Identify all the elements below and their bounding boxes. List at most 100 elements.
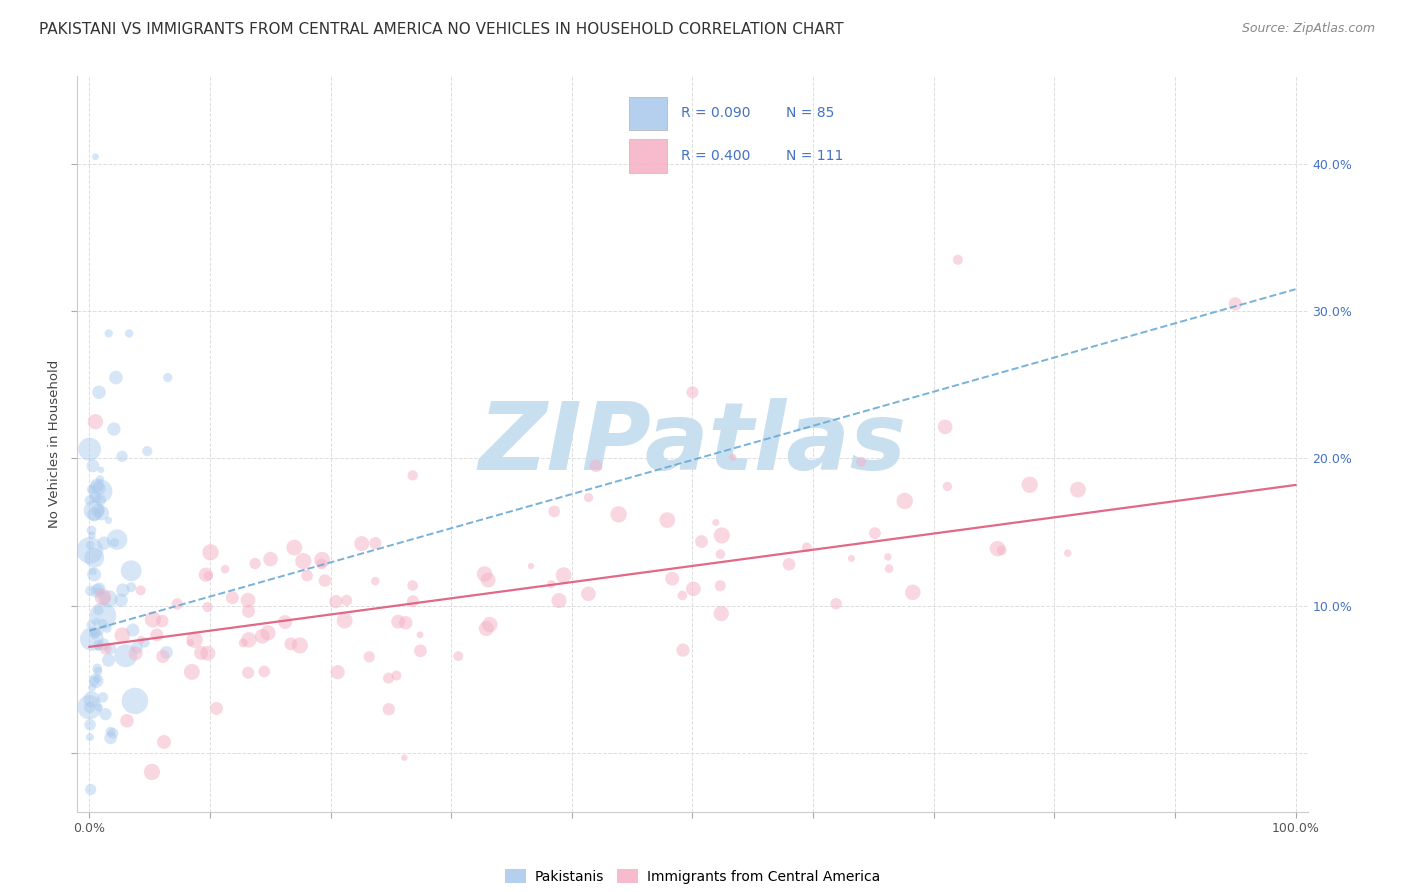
Point <box>87 385 110 400</box>
Point <box>80 528 103 542</box>
Point <box>79 442 101 457</box>
Point <box>91 616 114 631</box>
Point <box>86 615 108 629</box>
Point <box>104 370 127 384</box>
Point <box>314 574 336 588</box>
Point <box>93 536 115 550</box>
Point <box>87 482 110 496</box>
Point <box>79 730 101 744</box>
Point <box>80 692 103 706</box>
Point <box>876 549 898 564</box>
Text: PAKISTANI VS IMMIGRANTS FROM CENTRAL AMERICA NO VEHICLES IN HOUSEHOLD CORRELATIO: PAKISTANI VS IMMIGRANTS FROM CENTRAL AME… <box>39 22 844 37</box>
Point <box>129 633 152 648</box>
Point <box>79 583 101 598</box>
Point <box>402 594 425 608</box>
Point <box>841 551 863 566</box>
Point <box>690 534 713 549</box>
Point <box>142 612 165 626</box>
Point <box>292 554 315 568</box>
Point <box>1018 477 1040 491</box>
Point <box>709 547 731 561</box>
Point <box>236 665 259 680</box>
Point <box>134 635 156 649</box>
Point <box>385 668 408 682</box>
Point <box>79 493 101 508</box>
Point <box>1056 546 1078 560</box>
Point <box>274 615 297 629</box>
Point <box>326 665 349 680</box>
Point <box>721 450 744 465</box>
Point <box>672 643 695 657</box>
Point <box>409 628 432 642</box>
Point <box>548 593 571 607</box>
Point <box>120 580 142 594</box>
Point <box>104 535 127 549</box>
Point <box>89 582 111 596</box>
Point <box>129 583 152 598</box>
Point <box>283 541 305 555</box>
Point <box>238 604 260 618</box>
Point <box>394 750 416 764</box>
Point <box>709 579 731 593</box>
Point <box>90 463 112 477</box>
Text: N = 111: N = 111 <box>786 149 844 163</box>
Point <box>94 641 117 656</box>
Point <box>350 536 373 550</box>
Point <box>682 582 704 596</box>
Point <box>364 536 387 550</box>
Point <box>238 632 260 647</box>
Point <box>87 503 110 517</box>
Point <box>825 597 848 611</box>
Point <box>221 591 243 605</box>
Point <box>153 735 176 749</box>
Text: N = 85: N = 85 <box>786 106 835 120</box>
Point <box>877 561 900 575</box>
Point <box>82 625 104 640</box>
Point <box>121 623 143 637</box>
Point <box>447 649 470 664</box>
Point <box>97 513 120 527</box>
Point <box>82 681 104 695</box>
Point <box>83 503 105 517</box>
Point <box>946 252 969 267</box>
Point <box>543 504 565 518</box>
Point <box>97 326 120 341</box>
Point <box>91 591 114 605</box>
Point <box>200 545 222 559</box>
Point <box>89 493 111 508</box>
Point <box>86 478 108 492</box>
Text: R = 0.400: R = 0.400 <box>681 149 751 163</box>
Point <box>87 640 110 655</box>
Point <box>152 649 174 664</box>
Point <box>540 577 562 591</box>
Point <box>80 617 103 632</box>
Point <box>93 637 115 651</box>
Point <box>395 615 418 630</box>
Point <box>97 653 120 667</box>
Point <box>87 665 110 679</box>
Point <box>288 639 311 653</box>
Point <box>114 648 136 663</box>
Point <box>236 593 259 607</box>
Point <box>111 628 134 642</box>
Point <box>103 422 125 436</box>
Point <box>336 593 359 607</box>
Point <box>190 646 212 660</box>
Point <box>79 543 101 558</box>
Point <box>197 646 219 660</box>
Point <box>91 690 114 705</box>
Point <box>84 415 107 429</box>
Point <box>83 567 105 582</box>
Point <box>364 574 387 588</box>
Point <box>90 506 112 520</box>
Point <box>311 557 333 571</box>
Bar <box>630 139 668 173</box>
Point <box>124 694 146 708</box>
Point <box>478 617 501 632</box>
Point <box>253 665 276 679</box>
Point <box>80 483 103 497</box>
Point <box>849 455 872 469</box>
Point <box>105 533 128 547</box>
Point <box>401 578 423 592</box>
Point <box>710 607 733 621</box>
